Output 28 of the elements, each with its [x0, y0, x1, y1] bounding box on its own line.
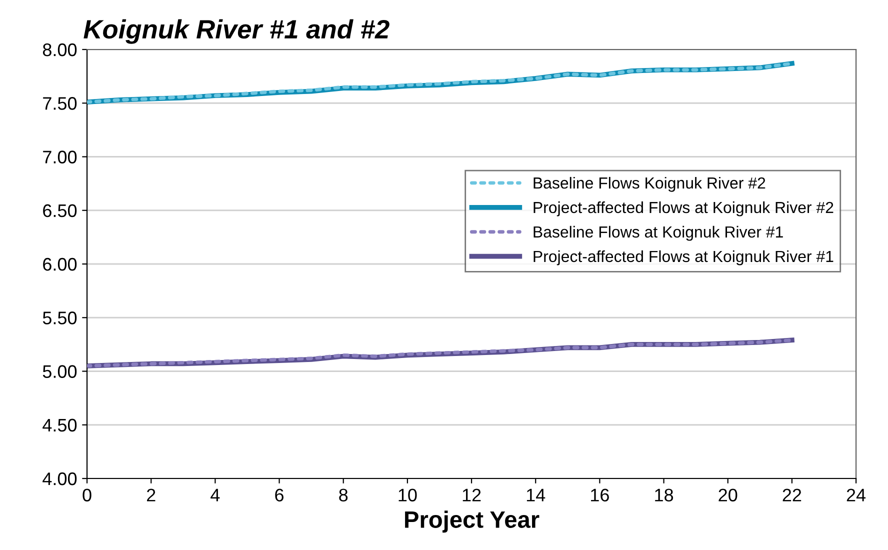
x-tick-label: 12: [462, 488, 481, 502]
x-tick-label: 0: [82, 488, 92, 502]
x-axis-title: Project Year: [405, 510, 540, 533]
x-tick-label: 22: [782, 488, 802, 502]
x-tick-label: 6: [275, 488, 284, 502]
x-tick-label: 4: [210, 488, 220, 502]
x-tick-label: 18: [655, 488, 674, 502]
y-tick-label: 7.00: [43, 150, 77, 164]
x-tick-label: 24: [846, 488, 866, 502]
x-tick-label: 16: [591, 488, 609, 502]
y-tick-label: 4.50: [42, 418, 77, 432]
legend-label: Project-affected Flows at Koignuk River #1: [534, 250, 834, 266]
chart-title: Koignuk River #1 and #2: [84, 19, 390, 44]
y-tick-label: 6.00: [43, 258, 77, 271]
x-tick-label: 14: [526, 488, 546, 502]
y-tick-label: 8.00: [42, 43, 77, 56]
x-tick-label: 2: [146, 488, 156, 502]
y-tick-label: 5.00: [42, 365, 77, 378]
y-tick-label: 5.50: [42, 312, 77, 324]
legend-label: Baseline Flows Koignuk River #2: [534, 176, 766, 192]
x-tick-label: 8: [339, 488, 348, 502]
x-tick-label: 20: [718, 488, 738, 502]
legend-label: Project-affected Flows at Koignuk River #2: [534, 201, 834, 216]
y-tick-label: 6.50: [43, 204, 77, 218]
x-tick-label: 10: [398, 488, 417, 502]
legend-label: Baseline Flows at Koignuk River #1: [534, 226, 783, 241]
y-tick-label: 4.00: [42, 472, 77, 486]
y-tick-label: 7.50: [43, 97, 77, 110]
